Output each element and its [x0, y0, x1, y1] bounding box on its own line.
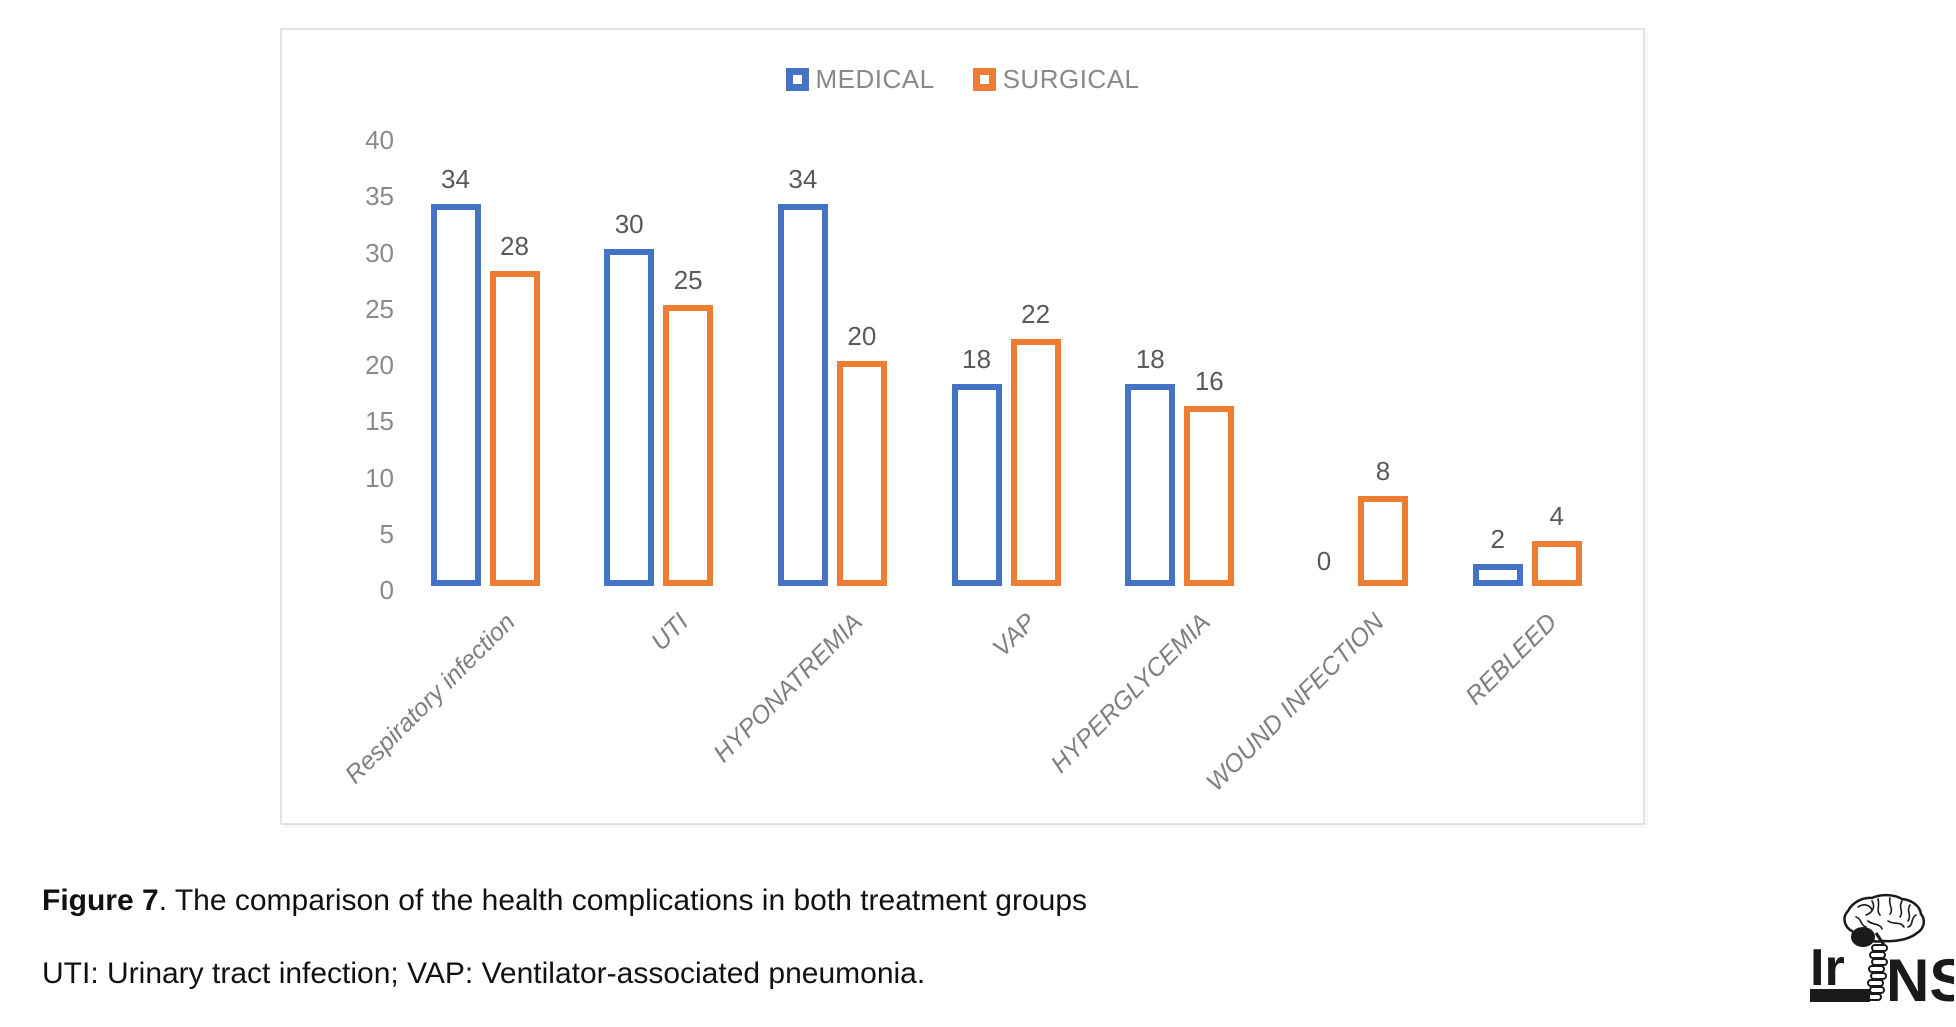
y-tick-label: 40 [365, 125, 394, 155]
value-label: 25 [673, 264, 703, 295]
legend-label: SURGICAL [1002, 64, 1140, 94]
brain-icon [1843, 893, 1926, 947]
value-label: 34 [441, 163, 470, 194]
bar-surgical [836, 361, 887, 586]
value-label: 2 [1490, 523, 1505, 554]
bar-surgical [1184, 406, 1235, 586]
value-label: 0 [1316, 546, 1332, 576]
bar-medical [430, 203, 481, 586]
category-label: REBLEED [1460, 608, 1564, 711]
bar-surgical [1010, 338, 1061, 586]
bar-surgical [663, 304, 714, 586]
value-label: 34 [788, 163, 818, 194]
bar-medical [777, 203, 828, 586]
logo-text-left: Ir [1810, 939, 1845, 997]
value-label: 16 [1194, 366, 1224, 396]
value-label: 18 [962, 343, 992, 374]
value-label: 4 [1549, 501, 1564, 531]
bar-medical [1125, 383, 1176, 586]
abbreviation-note: UTI: Urinary tract infection; VAP: Venti… [42, 957, 926, 990]
category-label: HYPONATREMIA [708, 608, 869, 768]
value-label: 28 [500, 231, 529, 261]
bar-medical [604, 248, 655, 586]
y-tick-label: 15 [365, 406, 394, 437]
logo-text-right: NS [1886, 947, 1954, 1014]
chart-legend: MEDICAL SURGICAL [282, 64, 1643, 95]
legend-marker-icon [785, 68, 809, 91]
legend-item-medical: MEDICAL [785, 64, 935, 95]
value-label: 22 [1021, 298, 1051, 329]
bar-surgical [489, 271, 540, 586]
bar-surgical [1358, 496, 1408, 586]
figure-number: Figure 7 [42, 884, 159, 917]
value-label: 30 [614, 208, 644, 239]
legend-marker-icon [972, 68, 996, 91]
y-tick-label: 0 [379, 575, 394, 605]
journal-logo: Ir NS [1810, 893, 1954, 1014]
value-label: 8 [1375, 456, 1391, 486]
plot-area: 0 5 10 15 20 25 30 35 40 34 28 Respiratory infectio… [282, 30, 1643, 823]
bar-chart: MEDICAL SURGICAL 0 5 10 15 20 25 30 35 40 34 28 Resp… [280, 28, 1645, 825]
y-tick-label: 25 [365, 293, 394, 324]
logo-underline [1810, 989, 1870, 1002]
category-label: UTI [646, 608, 695, 657]
figure-caption: Figure 7. The comparison of the health c… [42, 884, 1087, 918]
y-tick-label: 20 [365, 350, 394, 380]
value-label: 18 [1135, 343, 1165, 374]
bar-surgical [1531, 541, 1582, 586]
value-label: 20 [847, 321, 877, 351]
y-tick-label: 30 [365, 237, 394, 268]
bar-medical [1472, 563, 1523, 586]
category-label: Respiratory infection [339, 608, 521, 789]
category-label: VAP [987, 608, 1042, 663]
y-tick-label: 35 [365, 181, 394, 212]
legend-label: MEDICAL [815, 64, 935, 94]
category-label: WOUND INFECTION [1200, 608, 1390, 797]
category-label: HYPERGLYCEMIA [1045, 608, 1216, 779]
y-tick-label: 5 [379, 518, 394, 549]
figure-caption-text: . The comparison of the health complicat… [158, 884, 1088, 917]
legend-item-surgical: SURGICAL [972, 64, 1140, 95]
y-tick-label: 10 [365, 462, 394, 493]
bar-medical [951, 383, 1002, 586]
